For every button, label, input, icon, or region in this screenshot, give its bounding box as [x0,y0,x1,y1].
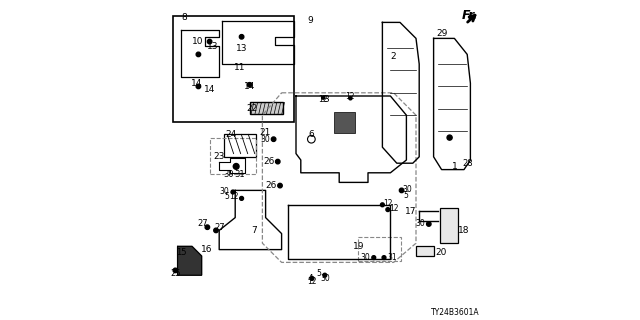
Text: 26: 26 [263,157,275,166]
Text: 17: 17 [404,207,416,216]
Polygon shape [178,246,202,275]
Circle shape [321,96,325,99]
Text: 31: 31 [234,170,244,179]
Bar [334,112,355,133]
Circle shape [248,83,252,87]
Circle shape [349,97,352,100]
Text: 14: 14 [191,79,202,88]
Text: 27: 27 [198,220,209,228]
Text: Fr.: Fr. [461,9,478,22]
Text: 6: 6 [308,130,314,139]
Text: 30: 30 [415,220,425,228]
Circle shape [447,135,452,140]
Circle shape [426,222,431,226]
Text: 2: 2 [391,52,396,60]
Circle shape [205,225,210,229]
Text: 30: 30 [223,170,234,179]
Circle shape [271,137,276,141]
Circle shape [239,35,244,39]
Text: 9: 9 [308,16,313,25]
Bar [416,246,434,256]
Bar [224,134,256,157]
Circle shape [231,190,235,194]
Text: 12: 12 [229,192,239,201]
Text: 24: 24 [225,130,237,139]
Text: 18: 18 [458,226,469,235]
Bar [440,208,458,243]
Text: 10: 10 [192,37,204,46]
Text: 31: 31 [388,253,397,262]
Text: 11: 11 [234,63,246,72]
Circle shape [207,39,212,44]
Text: 30: 30 [320,274,330,283]
Text: 13: 13 [207,42,218,51]
Text: 30: 30 [403,185,412,194]
Circle shape [310,276,314,280]
Circle shape [173,268,178,273]
Text: 12: 12 [346,92,355,100]
Text: 12: 12 [319,95,328,104]
Circle shape [372,256,376,260]
Text: 5: 5 [225,192,230,201]
Text: 3: 3 [324,95,329,104]
Text: 12: 12 [383,199,393,208]
Circle shape [399,188,404,193]
Text: 1: 1 [452,162,457,171]
Text: 30: 30 [361,253,371,262]
Text: 30: 30 [220,188,230,196]
Text: 12: 12 [388,204,398,212]
Bar [210,138,256,174]
Circle shape [382,256,386,260]
Circle shape [386,208,390,212]
Text: 20: 20 [435,248,447,257]
Text: 27: 27 [215,223,225,232]
Bar [250,102,284,114]
Text: 4: 4 [308,274,313,283]
Bar [173,16,294,122]
Circle shape [214,228,218,233]
Circle shape [275,159,280,164]
Text: 30: 30 [260,135,270,144]
Text: 26: 26 [266,181,277,190]
Circle shape [196,52,201,57]
Circle shape [233,164,239,169]
Text: 12: 12 [307,277,317,286]
Circle shape [323,273,327,277]
Text: 25: 25 [170,269,180,278]
Text: 14: 14 [244,82,255,91]
Text: 21: 21 [259,128,271,137]
Text: 28: 28 [462,159,473,168]
Text: 23: 23 [214,152,225,161]
Text: 5: 5 [316,269,321,278]
Text: 5: 5 [403,191,408,200]
Text: 29: 29 [436,29,447,38]
Text: 8: 8 [181,13,187,22]
Bar [358,237,401,261]
Text: 15: 15 [177,248,187,257]
Text: 16: 16 [201,245,212,254]
Text: 19: 19 [353,242,364,251]
Text: 14: 14 [204,85,215,94]
Circle shape [278,183,282,188]
Circle shape [240,196,243,200]
Text: TY24B3601A: TY24B3601A [431,308,479,317]
Circle shape [196,84,201,89]
Text: 7: 7 [252,226,257,235]
Circle shape [380,203,384,207]
Text: 13: 13 [236,44,247,52]
Text: 22: 22 [246,104,258,113]
